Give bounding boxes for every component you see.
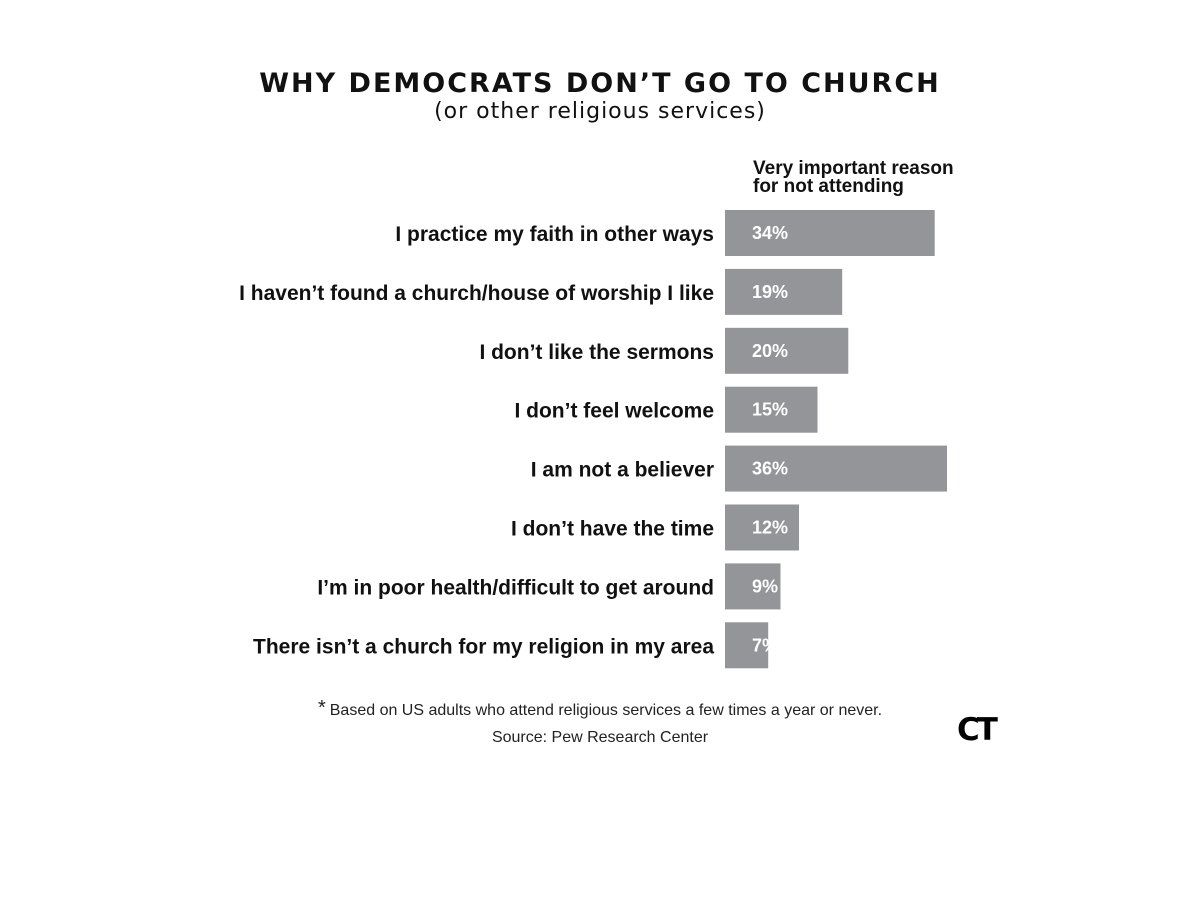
column-header-line-2: for not attending	[753, 176, 904, 197]
bar-1	[725, 210, 935, 256]
column-header: Very important reason for not attending	[753, 158, 1013, 197]
bar-6	[725, 504, 799, 551]
category-label-3: I don’t like the sermons	[479, 341, 714, 364]
chart-subtitle: (or other religious services)	[434, 99, 766, 124]
category-label-1: I practice my faith in other ways	[395, 223, 714, 246]
ct-logo: CT	[957, 712, 998, 748]
column-header-line-1: Very important reason	[753, 158, 954, 179]
category-label-8: There isn’t a church for my religion in …	[253, 635, 714, 658]
value-label-1: 34%	[752, 223, 788, 243]
category-label-4: I don’t feel welcome	[514, 400, 714, 423]
bar-2	[725, 268, 843, 315]
category-label-6: I don’t have the time	[511, 518, 714, 541]
bar-3	[725, 327, 849, 374]
value-label-5: 36%	[752, 459, 788, 479]
bar-7	[725, 563, 781, 610]
category-label-5: I am not a believer	[531, 459, 714, 482]
value-label-6: 12%	[752, 518, 788, 538]
footnote-marker: *	[317, 697, 326, 719]
source-credit: Source: Pew Research Center	[491, 729, 709, 746]
value-label-3: 20%	[752, 341, 788, 361]
category-label-7: I’m in poor health/difficult to get arou…	[317, 576, 714, 599]
value-label-2: 19%	[752, 282, 788, 302]
chart-title: WHY DEMOCRATS DON’T GO TO CHURCH	[259, 68, 941, 99]
bar-5	[725, 445, 947, 492]
footnote-text: Based on US adults who attend religious …	[329, 702, 883, 719]
value-label-4: 15%	[752, 400, 788, 420]
footnote: * Based on US adults who attend religious…	[0, 697, 1200, 720]
value-label-7: 9%	[752, 576, 778, 596]
value-label-8: 7%	[752, 635, 778, 655]
category-label-2: I haven’t found a church/house of worshi…	[239, 282, 714, 305]
bar-4	[725, 386, 818, 433]
bar-8	[725, 622, 769, 669]
